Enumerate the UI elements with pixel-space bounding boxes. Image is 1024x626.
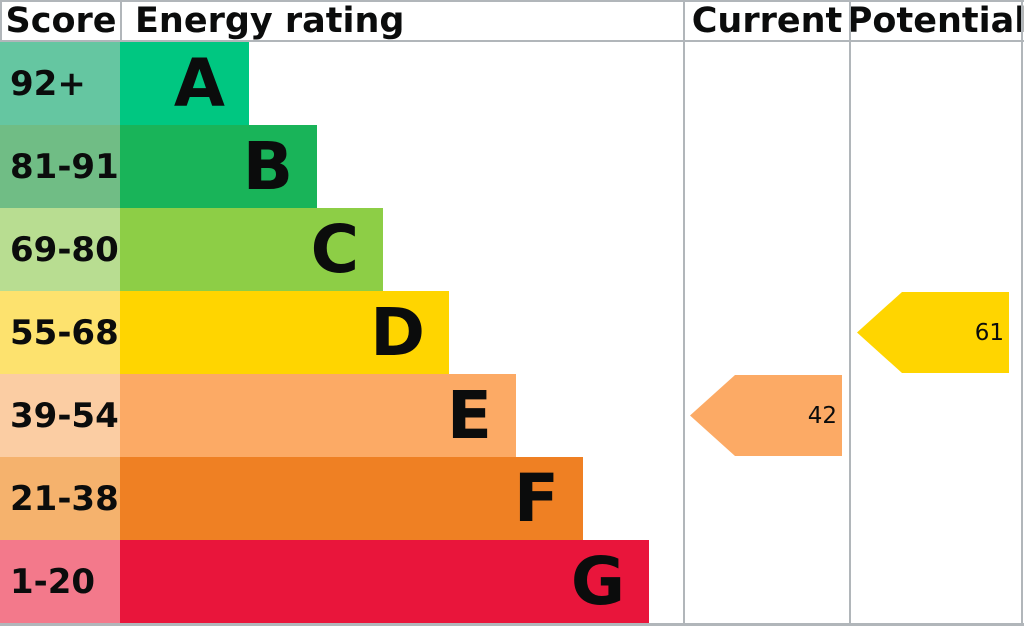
border-right: [1021, 0, 1023, 626]
border-bottom: [0, 623, 1024, 626]
divider-potential-column: [849, 0, 851, 626]
current-rating-value: 42: [807, 402, 837, 429]
band-letter: C: [310, 210, 359, 288]
band-score-range: 81-91: [0, 125, 120, 208]
band-letter: G: [570, 542, 625, 620]
border-header-left: [0, 0, 2, 42]
band-bar-a: A: [120, 42, 249, 125]
band-letter: D: [370, 293, 425, 371]
header-potential: Potential: [846, 1, 1024, 41]
band-row-g: 1-20 G: [0, 540, 1024, 623]
band-bar-f: F: [120, 457, 583, 540]
band-score-range: 39-54: [0, 374, 120, 457]
band-letter: B: [242, 127, 293, 205]
band-bar-d: D: [120, 291, 449, 374]
band-score-range: 1-20: [0, 540, 120, 623]
band-score-range: 21-38: [0, 457, 120, 540]
band-letter: A: [173, 44, 225, 122]
band-score-range: 55-68: [0, 291, 120, 374]
band-bar-e: E: [120, 374, 516, 457]
band-bar-c: C: [120, 208, 383, 291]
divider-current-column: [683, 0, 685, 626]
divider-score-rating: [120, 0, 122, 42]
header-score: Score: [2, 2, 120, 40]
band-letter: F: [513, 459, 559, 537]
band-bar-g: G: [120, 540, 649, 623]
divider-header-bottom: [0, 40, 1024, 42]
band-bar-b: B: [120, 125, 317, 208]
potential-rating-value: 61: [974, 319, 1004, 346]
band-row-c: 69-80 C: [0, 208, 1024, 291]
band-letter: E: [446, 376, 492, 454]
band-row-a: 92+ A: [0, 42, 1024, 125]
header-energy-rating: Energy rating: [122, 2, 696, 40]
band-row-f: 21-38 F: [0, 457, 1024, 540]
band-row-d: 55-68 D: [0, 291, 1024, 374]
border-top: [0, 0, 1024, 2]
band-score-range: 92+: [0, 42, 120, 125]
band-row-b: 81-91 B: [0, 125, 1024, 208]
band-row-e: 39-54 E: [0, 374, 1024, 457]
band-score-range: 69-80: [0, 208, 120, 291]
header-current: Current: [685, 2, 849, 40]
